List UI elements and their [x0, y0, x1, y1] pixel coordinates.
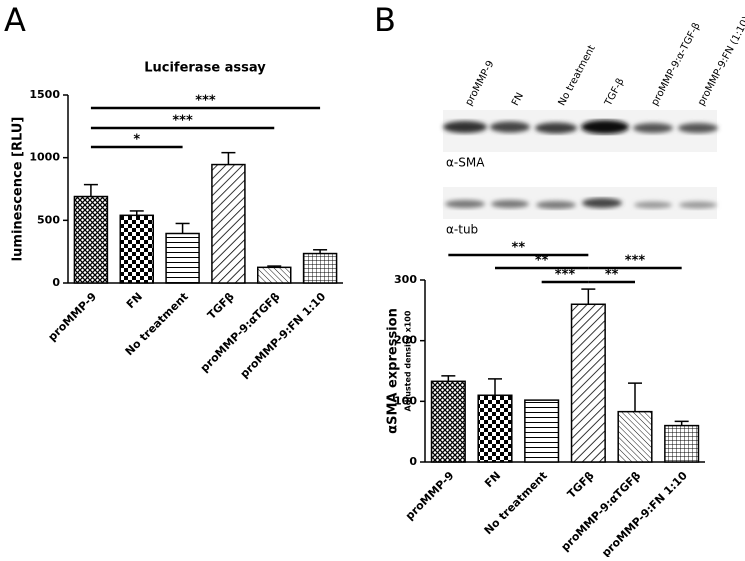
y-tick-label: 200	[394, 334, 417, 347]
y-tick-label: 0	[409, 455, 417, 468]
western-blot: α-SMA α-tub	[443, 110, 718, 237]
significance-label: ***	[555, 268, 576, 283]
significance-label: **	[605, 268, 619, 283]
blot-label: α-tub	[446, 223, 478, 237]
lane-label: No treatment	[557, 43, 598, 107]
lane-label: proMMP-9:α-TGF-β	[650, 21, 703, 108]
y-axis-sublabel: Adjusted density x100	[404, 310, 413, 411]
error-bar	[441, 375, 456, 382]
y-tick-label: 100	[394, 394, 417, 407]
bar	[664, 424, 700, 463]
significance-label: *	[133, 133, 140, 148]
lane-label: proMMP-9	[464, 59, 497, 108]
y-tick-label: 0	[52, 276, 60, 289]
panel-label: A	[4, 1, 26, 39]
bar	[73, 195, 109, 284]
error-bar	[581, 288, 596, 305]
bar	[617, 410, 653, 463]
x-tick-label: proMMP-9	[46, 290, 100, 344]
x-tick-label: proMMP-9	[403, 469, 457, 523]
y-tick-label: 1500	[29, 88, 60, 101]
bar	[165, 232, 200, 284]
x-tick-label: proMMP-9:FN 1:10	[599, 469, 690, 557]
blot-bands	[443, 120, 718, 134]
x-tick-label: TGFβ	[565, 469, 597, 501]
bar	[430, 380, 466, 463]
y-axis-label: luminescence [RLU]	[11, 117, 26, 262]
x-tick-label: proMMP-9:FN 1:10	[238, 290, 329, 381]
x-tick-label: FN	[482, 469, 503, 490]
y-axis-label: αSMA expression	[386, 308, 401, 434]
y-tick-label: 500	[37, 213, 60, 226]
x-tick-label: proMMP-9:αTGFβ	[198, 290, 283, 375]
x-tick-label: TGFβ	[205, 290, 237, 322]
y-tick-label: 1000	[29, 151, 60, 164]
bar	[524, 399, 560, 463]
bar	[570, 303, 606, 463]
bar	[211, 163, 246, 284]
error-bar	[628, 382, 642, 412]
significance-label: ***	[625, 254, 646, 269]
blot-bands	[445, 198, 717, 209]
panel-label: B	[374, 1, 396, 39]
significance-label: **	[512, 241, 526, 256]
blot-strip	[443, 110, 717, 152]
bar	[257, 266, 292, 284]
x-tick-label: proMMP-9:αTGFβ	[559, 469, 644, 554]
blot-label: α-SMA	[446, 156, 485, 170]
error-bar	[488, 378, 502, 396]
lane-label: TGF-β	[603, 77, 627, 109]
error-bar	[175, 222, 190, 234]
bar	[477, 394, 513, 463]
y-tick-label: 300	[394, 273, 417, 286]
significance-label: ***	[172, 114, 193, 129]
significance-label: **	[535, 254, 549, 269]
significance-label: ***	[195, 94, 216, 109]
bar	[302, 252, 338, 284]
lane-label: FN	[510, 91, 526, 108]
chart-title: Luciferase assay	[144, 61, 266, 76]
blot-strip	[443, 187, 717, 219]
error-bar	[83, 183, 98, 197]
bar	[119, 214, 154, 284]
x-tick-label: FN	[124, 290, 145, 311]
error-bar	[221, 151, 236, 165]
lane-label: proMMP-9:FN (1:10)	[696, 15, 745, 108]
